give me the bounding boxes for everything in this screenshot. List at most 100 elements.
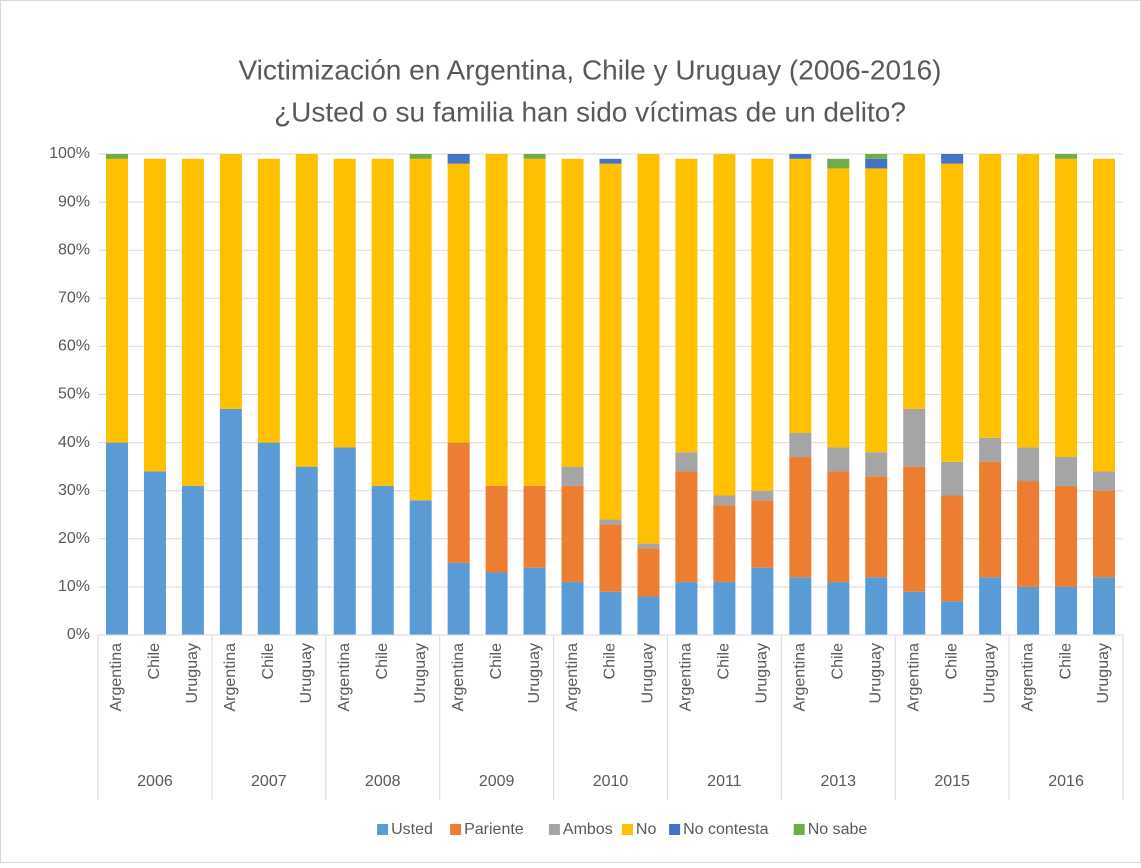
bar-segment <box>827 447 850 472</box>
x-tick-label: Argentina <box>108 643 125 712</box>
bar-segment <box>675 471 698 583</box>
x-tick-label: Chile <box>374 643 391 680</box>
legend-swatch <box>621 824 633 835</box>
bar-segment <box>637 154 660 544</box>
bar-segment <box>1017 447 1040 482</box>
bar-segment <box>485 485 508 573</box>
bar-segment <box>637 548 660 597</box>
bar-segment <box>105 158 128 443</box>
bar-segment <box>219 408 242 635</box>
bar-segment <box>751 158 774 491</box>
x-tick-label: Chile <box>943 643 960 680</box>
bar-segment <box>143 158 166 472</box>
x-tick-label: Uruguay <box>412 643 429 703</box>
bar-segment <box>1055 586 1078 635</box>
bar-segment <box>523 567 546 635</box>
bar-segment <box>751 567 774 635</box>
bar-segment <box>865 154 888 159</box>
bar-segment <box>789 432 812 458</box>
y-tick-label: 10% <box>58 578 90 595</box>
bar-segment <box>599 158 622 164</box>
bar-segment <box>561 485 584 583</box>
bar-segment <box>561 466 584 486</box>
x-tick-label: Chile <box>602 643 619 680</box>
bar-segment <box>295 154 318 467</box>
bar-segment <box>181 158 204 486</box>
bar-segment <box>713 582 736 635</box>
x-tick-label: Uruguay <box>526 643 543 703</box>
x-tick-label: Chile <box>488 643 505 680</box>
legend-swatch <box>377 824 389 835</box>
bar-segment <box>941 495 964 602</box>
y-tick-label: 40% <box>58 434 90 451</box>
bar-segment <box>1093 490 1116 578</box>
bar-segment <box>143 471 166 635</box>
group-label: 2006 <box>137 773 173 790</box>
bar-segment <box>1093 158 1116 472</box>
bar-segment <box>827 582 850 635</box>
legend-label: No sabe <box>808 821 868 838</box>
group-label: 2008 <box>365 773 401 790</box>
legend-label: Usted <box>391 821 433 838</box>
bar-segment <box>865 577 888 635</box>
bar-segment <box>789 577 812 635</box>
y-tick-label: 100% <box>49 145 90 162</box>
bar-segment <box>675 452 698 472</box>
x-tick-label: Argentina <box>222 643 239 712</box>
y-tick-label: 0% <box>67 626 90 643</box>
bar-segment <box>1017 154 1040 448</box>
x-tick-label: Argentina <box>792 643 809 712</box>
bar-segment <box>1055 457 1078 486</box>
bar-segment <box>713 495 736 506</box>
bar-segment <box>1055 154 1078 159</box>
x-tick-label: Uruguay <box>1095 643 1112 703</box>
bar-segment <box>333 158 356 448</box>
x-tick-label: Argentina <box>450 643 467 712</box>
bar-segment <box>675 158 698 453</box>
bar-segment <box>1055 158 1078 458</box>
legend-swatch <box>793 824 805 835</box>
legend-label: No contesta <box>683 821 768 838</box>
bar-segment <box>941 461 964 496</box>
bar-segment <box>561 582 584 635</box>
x-tick-label: Chile <box>1057 643 1074 680</box>
x-tick-label: Uruguay <box>298 643 315 703</box>
bar-segment <box>485 572 508 635</box>
bar-segment <box>1093 577 1116 635</box>
x-tick-label: Chile <box>716 643 733 680</box>
bar-segment <box>447 442 470 563</box>
bar-segment <box>523 485 546 568</box>
legend-swatch <box>548 824 560 835</box>
bar-segment <box>865 452 888 477</box>
y-tick-label: 20% <box>58 530 90 547</box>
bar-segment <box>219 154 242 409</box>
group-label: 2015 <box>934 773 970 790</box>
legend-swatch <box>450 824 462 835</box>
bar-segment <box>789 158 812 433</box>
bar-segment <box>1093 471 1116 491</box>
group-label: 2011 <box>707 773 742 790</box>
bar-segment <box>447 562 470 635</box>
legend-swatch <box>669 824 681 835</box>
bar-segment <box>941 154 964 164</box>
legend-label: Pariente <box>464 821 524 838</box>
group-label: 2013 <box>820 773 856 790</box>
bar-segment <box>827 158 850 169</box>
legend-label: No <box>636 821 657 838</box>
bar-segment <box>105 442 128 635</box>
bar-segment <box>713 505 736 583</box>
bar-segment <box>789 154 812 159</box>
bar-segment <box>523 158 546 486</box>
bar-segment <box>599 524 622 592</box>
legend-label: Ambos <box>563 821 613 838</box>
bar-segment <box>713 154 736 496</box>
bar-segment <box>865 476 888 578</box>
chart-title: Victimización en Argentina, Chile y Urug… <box>239 54 942 85</box>
y-tick-label: 50% <box>58 386 90 403</box>
bar-segment <box>903 591 926 635</box>
bar-segment <box>1055 485 1078 587</box>
bar-segment <box>979 461 1002 578</box>
bar-segment <box>447 163 470 443</box>
bar-segment <box>979 154 1002 438</box>
x-tick-label: Argentina <box>564 643 581 712</box>
